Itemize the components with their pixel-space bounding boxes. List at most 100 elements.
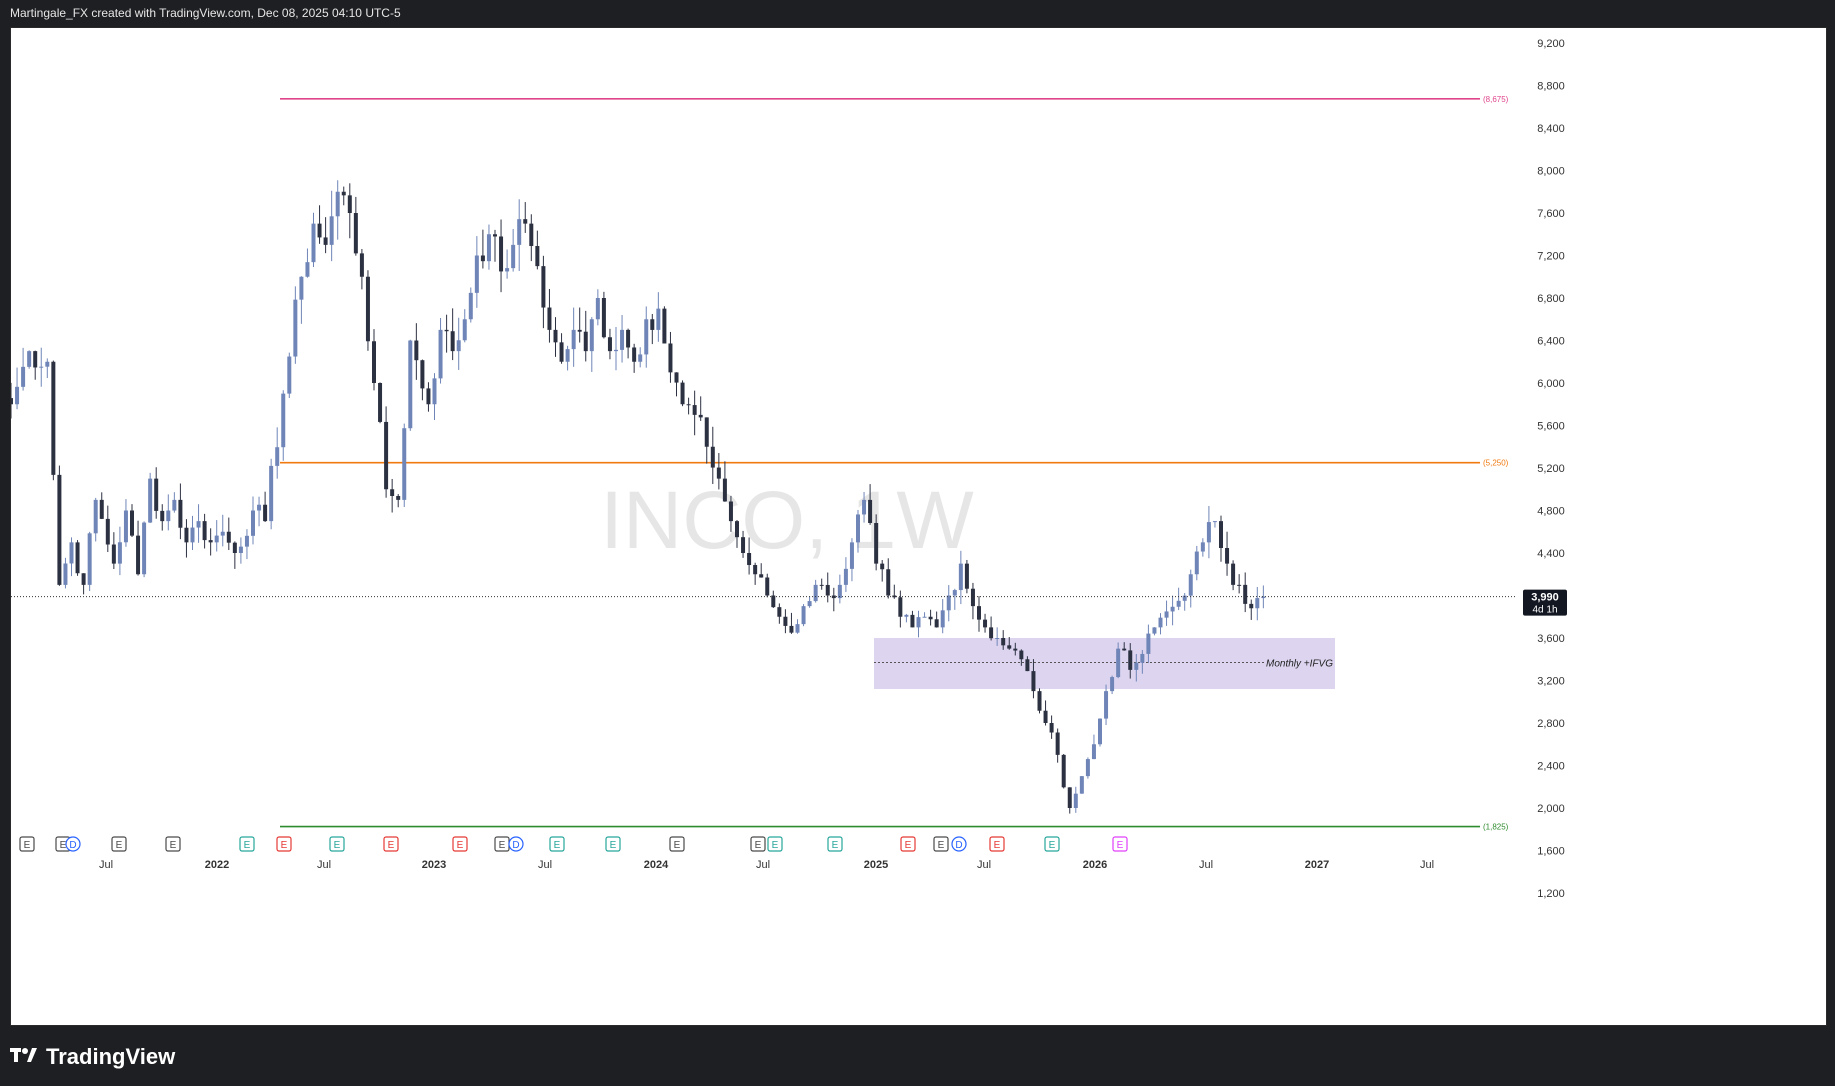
candle-body — [27, 351, 32, 367]
current-price-tag — [1523, 589, 1567, 616]
y-axis-tick-label: 7,200 — [1537, 251, 1565, 263]
candle-body — [1206, 522, 1211, 543]
earnings-marker-icon[interactable] — [276, 836, 292, 852]
marker-letter: E — [994, 840, 1001, 851]
candle-body — [1152, 627, 1157, 634]
candle-body — [898, 597, 903, 617]
ifvg-zone[interactable] — [874, 638, 1335, 689]
x-axis-tick-label: Jul — [538, 859, 552, 871]
earnings-marker-icon[interactable] — [452, 836, 468, 852]
y-axis-tick-label: 4,800 — [1537, 506, 1565, 518]
candle-body — [365, 276, 370, 342]
candle-body — [136, 535, 141, 575]
candle-body — [1043, 710, 1048, 723]
candle-body — [614, 349, 618, 352]
candle-body — [583, 331, 588, 352]
candle-body — [220, 531, 225, 536]
marker-letter: E — [938, 840, 945, 851]
marker-letter: E — [116, 840, 123, 851]
earnings-marker-icon[interactable] — [329, 836, 345, 852]
candle-body — [952, 590, 957, 596]
candle-body — [735, 521, 739, 538]
chart-area[interactable]: INCO, 1W Monthly +IFVG (8,675) (5,250) (1,… — [10, 27, 1827, 1026]
candle-body — [983, 619, 988, 628]
candle-body — [178, 499, 183, 528]
candle-body — [1188, 574, 1193, 596]
candle-body — [196, 521, 201, 528]
earnings-marker-icon[interactable] — [767, 836, 783, 852]
level-price-label: (1,825) — [1483, 823, 1509, 832]
candle-body — [499, 236, 504, 272]
candle-body — [553, 329, 558, 343]
candle-body — [565, 349, 570, 362]
earnings-marker-icon[interactable] — [605, 836, 621, 852]
candle-body — [353, 213, 358, 254]
x-axis-tick-label: Jul — [99, 859, 113, 871]
candle-body — [238, 546, 243, 553]
candle-body — [281, 393, 286, 448]
candle-body — [347, 195, 352, 213]
earnings-marker-icon[interactable] — [165, 836, 181, 852]
earnings-marker-icon[interactable] — [933, 836, 949, 852]
candle-body — [390, 489, 395, 496]
candle-body — [480, 255, 485, 262]
candle-body — [759, 574, 764, 578]
marker-letter: E — [674, 840, 681, 851]
candle-body — [946, 595, 951, 611]
candle-body — [541, 266, 546, 308]
candlestick-chart[interactable]: INCO, 1W Monthly +IFVG (8,675) (5,250) (1,… — [11, 28, 1827, 1026]
candle-body — [1237, 584, 1242, 586]
candle-body — [1158, 617, 1163, 628]
y-axis-tick-label: 1,600 — [1537, 846, 1565, 858]
candle-body — [662, 308, 667, 344]
candle-body — [317, 223, 322, 238]
candle-body — [1104, 691, 1109, 719]
candle-body — [1170, 606, 1175, 612]
candle-body — [1122, 648, 1127, 651]
earnings-marker-icon[interactable] — [239, 836, 255, 852]
candle-body — [995, 638, 1000, 639]
earnings-marker-icon[interactable] — [549, 836, 565, 852]
candle-body — [456, 340, 461, 352]
earnings-marker-icon[interactable] — [827, 836, 843, 852]
earnings-marker-icon[interactable] — [750, 836, 766, 852]
candle-body — [1013, 648, 1018, 651]
earnings-marker-icon[interactable] — [19, 836, 35, 852]
earnings-marker-icon[interactable] — [111, 836, 127, 852]
dividend-marker-icon[interactable] — [951, 836, 967, 852]
dividend-marker-icon[interactable] — [65, 836, 81, 852]
y-axis-tick-label: 2,800 — [1537, 718, 1565, 730]
candle-body — [783, 616, 788, 626]
candle-body — [680, 382, 685, 405]
candle-body — [39, 366, 44, 368]
x-axis-tick-label: Jul — [1199, 859, 1213, 871]
earnings-marker-icon[interactable] — [669, 836, 685, 852]
candle-body — [638, 354, 643, 362]
earnings-marker-icon[interactable] — [383, 836, 399, 852]
earnings-marker-icon[interactable] — [900, 836, 916, 852]
candle-body — [402, 428, 407, 500]
marker-letter: E — [24, 840, 31, 851]
candle-body — [807, 601, 812, 607]
candle-body — [438, 329, 443, 379]
current-price-value: 3,990 — [1531, 592, 1559, 604]
candle-body — [656, 308, 661, 330]
earnings-marker-icon[interactable] — [1112, 836, 1128, 852]
candle-body — [1116, 648, 1121, 678]
earnings-marker-icon[interactable] — [989, 836, 1005, 852]
candle-body — [813, 584, 818, 602]
marker-letter: E — [334, 840, 341, 851]
earnings-marker-icon[interactable] — [1044, 836, 1060, 852]
marker-letter: E — [244, 840, 251, 851]
candle-body — [626, 329, 631, 348]
candle-body — [856, 514, 860, 543]
y-axis-tick-label: 3,200 — [1537, 676, 1565, 688]
candle-body — [989, 627, 994, 639]
candle-body — [1098, 718, 1102, 745]
candle-body — [232, 542, 237, 553]
candle-body — [1128, 650, 1133, 670]
dividend-marker-icon[interactable] — [508, 836, 524, 852]
candle-body — [970, 588, 975, 607]
candle-body — [408, 340, 413, 429]
candle-body — [311, 223, 316, 263]
